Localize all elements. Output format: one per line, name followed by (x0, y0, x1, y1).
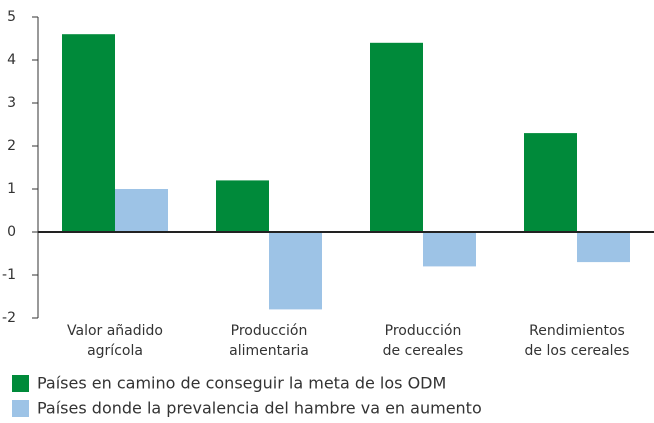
bar (423, 232, 476, 267)
x-tick-label: Valor añadido agrícola (67, 323, 163, 359)
y-tick-label: -2 (2, 310, 16, 326)
legend-label: Países donde la prevalencia del hambre v… (37, 399, 482, 418)
bar (115, 189, 168, 232)
bar (269, 232, 322, 310)
x-tick-label: Producción de cereales (383, 323, 464, 359)
legend-label: Países en camino de conseguir la meta de… (37, 374, 446, 393)
bar (577, 232, 630, 263)
y-tick-label: 1 (7, 181, 16, 197)
legend-swatch (12, 400, 29, 417)
bar (216, 180, 269, 232)
y-tick-label: -1 (2, 267, 16, 283)
y-tick-label: 2 (7, 138, 16, 154)
y-tick-label: 3 (7, 95, 16, 111)
x-tick-label: Producción alimentaria (229, 323, 309, 359)
x-tick-label: Rendimientos de los cereales (525, 323, 630, 359)
y-tick-label: 4 (7, 52, 16, 68)
legend-swatch (12, 375, 29, 392)
bar (62, 34, 115, 233)
bar (370, 42, 423, 232)
y-tick-label: 0 (7, 224, 16, 240)
y-tick-label: 5 (7, 9, 16, 25)
bar (524, 133, 577, 232)
